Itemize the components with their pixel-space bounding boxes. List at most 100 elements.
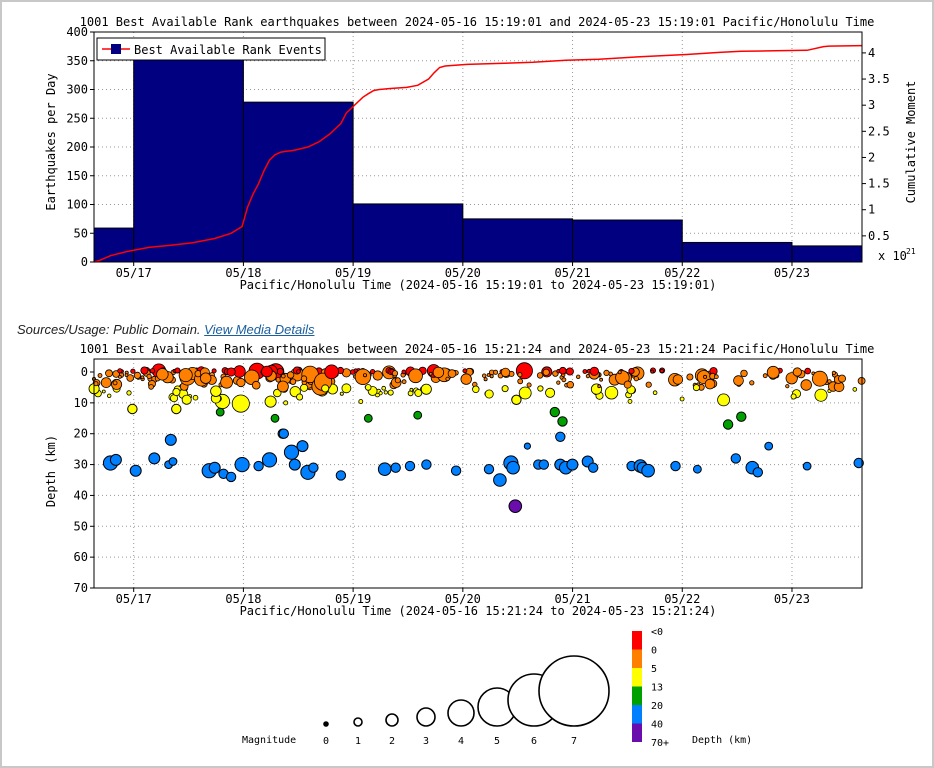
shallow-quake-point <box>814 388 828 402</box>
shallow-quake-point <box>210 385 222 397</box>
shallow-quake-point <box>517 378 524 385</box>
shallow-quake-point <box>174 367 181 374</box>
depth-color-legend: <0 0 5 13 20 40 70+ <box>632 627 669 749</box>
magnitude-legend-value: 6 <box>531 736 537 747</box>
scatter-x-tick-label: 05/19 <box>335 592 371 606</box>
shallow-quake-point <box>414 389 423 397</box>
shallow-quake-point <box>146 373 152 379</box>
shallow-quake-point <box>686 373 694 381</box>
shallow-quake-cluster <box>88 362 866 413</box>
histogram-y-tick-label: 100 <box>66 198 88 212</box>
shallow-quake-point <box>704 378 716 390</box>
depth-legend-value: 20 <box>651 701 663 712</box>
histogram-y-tick-label: 150 <box>66 169 88 183</box>
depth-legend-value: 0 <box>651 646 657 657</box>
shallow-quake-point <box>126 390 132 396</box>
shallow-quake-point <box>409 387 414 392</box>
shallow-quake-point <box>244 369 260 386</box>
quake-point <box>270 413 280 423</box>
shallow-quake-point <box>566 381 574 389</box>
shallow-quake-point <box>341 383 352 394</box>
shallow-quake-point <box>148 384 154 390</box>
shallow-quake-point <box>804 367 811 375</box>
shallow-quake-point <box>565 367 574 376</box>
histogram-y2-tick-label: 0.5 <box>868 229 890 243</box>
shallow-quake-point <box>261 365 273 378</box>
quake-point <box>557 416 568 427</box>
shallow-quake-point <box>394 377 401 384</box>
scatter-y-tick-label: 0 <box>81 365 88 379</box>
shallow-quake-point <box>472 385 480 393</box>
shallow-quake-point <box>149 368 156 374</box>
depth-legend-label: Depth (km) <box>692 735 752 746</box>
shallow-quake-point <box>231 394 250 413</box>
quake-point <box>413 410 423 420</box>
usage-note: Sources/Usage: Public Domain. View Media… <box>17 322 314 337</box>
histogram-x-tick-label: 05/18 <box>225 266 261 280</box>
histogram-bar <box>681 241 793 263</box>
shallow-quake-point <box>582 369 588 374</box>
scatter-plot-frame <box>93 358 863 589</box>
shallow-quake-point <box>156 368 169 381</box>
shallow-quake-point <box>517 372 523 378</box>
shallow-quake-point <box>766 365 780 379</box>
magnitude-legend-circle <box>538 655 610 727</box>
histogram-y2-ticks: 0.5 1 1.5 2 2.5 3 3.5 4 <box>862 46 890 243</box>
shallow-quake-point <box>407 390 414 397</box>
depth-legend-value: <0 <box>651 627 663 638</box>
shallow-quake-point <box>790 393 797 400</box>
histogram-x-tick-label: 05/19 <box>335 266 371 280</box>
quake-point <box>164 433 177 446</box>
shallow-quake-point <box>273 388 282 398</box>
shallow-quake-point <box>178 368 193 383</box>
shallow-quake-point <box>324 364 339 380</box>
shallow-quake-point <box>140 375 145 380</box>
shallow-quake-point <box>627 398 633 404</box>
legend-label: Best Available Rank Events <box>134 43 322 57</box>
shallow-quake-point <box>542 368 550 376</box>
scatter-x-ticks: 05/17 05/18 05/19 05/20 05/21 05/22 05/23 <box>116 588 810 606</box>
quake-point <box>506 460 520 475</box>
shallow-quake-point <box>181 394 192 405</box>
quake-point <box>171 403 182 415</box>
shallow-quake-point <box>831 370 837 375</box>
scatter-y-tick-label: 60 <box>74 550 88 564</box>
shallow-quake-point <box>659 368 664 373</box>
depth-legend-value: 70+ <box>651 738 669 749</box>
magnitude-legend-circle <box>416 707 436 727</box>
shallow-quake-point <box>501 385 509 393</box>
histogram-y-tick-label: 50 <box>74 226 88 240</box>
shallow-quake-point <box>617 370 622 375</box>
shallow-quake-point <box>126 374 134 382</box>
histogram-bar <box>791 245 863 263</box>
shallow-quake-point <box>536 372 544 379</box>
histogram-bar <box>462 218 574 263</box>
shallow-quake-point <box>603 369 610 376</box>
histogram-y-tick-label: 300 <box>66 83 88 97</box>
shallow-quake-point <box>133 371 141 379</box>
histogram-y-tick-label: 400 <box>66 25 88 39</box>
shallow-quake-point <box>401 379 407 385</box>
quake-point <box>450 465 462 476</box>
quake-point <box>278 428 289 439</box>
quake-point <box>283 444 300 460</box>
magnitude-legend-circle <box>447 699 475 727</box>
quake-point <box>288 458 301 471</box>
magnitude-legend: 0 1 2 3 4 5 6 7 <box>323 655 610 747</box>
view-media-details-link[interactable]: View Media Details <box>204 322 315 337</box>
shallow-quake-point <box>199 372 212 384</box>
scatter-y-ticks: 0 10 20 30 40 50 60 70 <box>74 365 94 595</box>
quake-point <box>148 452 161 465</box>
histogram-x-label: Pacific/Honolulu Time (2024-05-16 15:19:… <box>240 278 717 292</box>
magnitude-legend-value: 7 <box>571 736 577 747</box>
shallow-quake-point <box>432 366 445 379</box>
quake-point <box>296 440 309 453</box>
shallow-quake-point <box>300 375 308 382</box>
shallow-quake-point <box>800 379 812 391</box>
shallow-quake-point <box>486 373 491 377</box>
magnitude-legend-circle <box>353 717 363 727</box>
quake-point <box>730 453 741 464</box>
scatter-y-label: Depth (km) <box>44 435 58 507</box>
histogram-bar <box>93 227 135 263</box>
shallow-quake-point <box>672 374 684 385</box>
